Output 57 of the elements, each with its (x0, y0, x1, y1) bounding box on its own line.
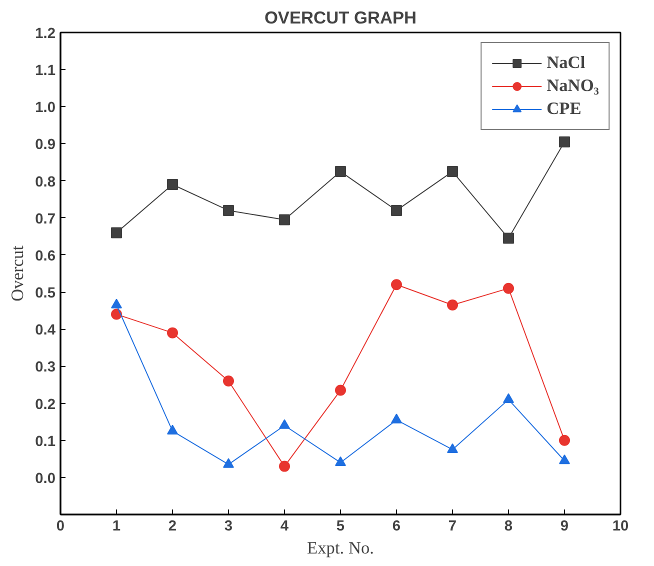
y-tick-label: 0.6 (35, 248, 56, 264)
y-tick-label: 0.1 (35, 434, 56, 450)
x-tick-label: 7 (448, 518, 457, 534)
y-tick-label: 0.3 (35, 360, 56, 376)
x-tick-label: 9 (560, 518, 569, 534)
x-tick-label: 6 (392, 518, 401, 534)
point (335, 166, 346, 178)
point (111, 227, 122, 238)
x-axis-title: Expt. No. (307, 538, 374, 558)
legend-label: CPE (546, 99, 582, 119)
point (391, 204, 402, 216)
y-tick-label: 0.0 (35, 470, 56, 487)
point (503, 232, 514, 244)
point (279, 214, 290, 226)
legend-label: NaCl (546, 53, 586, 73)
y-tick-label: 0.7 (35, 211, 56, 228)
point (167, 327, 178, 338)
y-tick-label: 0.9 (35, 137, 56, 154)
point (391, 279, 402, 290)
point (111, 308, 122, 320)
point (111, 298, 122, 308)
x-tick-label: 0 (56, 518, 65, 534)
y-axis-title: Overcut (8, 245, 28, 302)
point (335, 384, 346, 396)
y-tick-label: 0.8 (35, 174, 56, 190)
x-tick-label: 3 (224, 518, 233, 534)
point (503, 282, 514, 294)
x-tick-label: 5 (336, 518, 345, 534)
legend-label: NaNO₃ (546, 76, 599, 96)
point (279, 419, 290, 429)
x-tick-label: 2 (168, 518, 177, 534)
point (447, 166, 458, 178)
y-tick-label: 1.2 (35, 26, 56, 42)
point (447, 300, 458, 311)
point (391, 414, 402, 424)
point (503, 393, 514, 403)
y-tick-label: 0.5 (35, 286, 56, 302)
x-tick-label: 10 (612, 518, 629, 534)
x-tick-label: 1 (112, 518, 121, 534)
point (223, 458, 234, 468)
x-tick-label: 4 (280, 518, 290, 534)
x-tick-label: 8 (504, 518, 513, 534)
y-tick-label: 0.4 (35, 322, 56, 339)
point (167, 424, 178, 434)
point (559, 434, 570, 446)
point (559, 454, 570, 464)
point (447, 443, 458, 453)
point (335, 456, 346, 466)
chart-title: OVERCUT GRAPH (264, 8, 417, 28)
y-tick-label: 1.0 (35, 100, 56, 116)
y-tick-label: 1.1 (35, 63, 56, 80)
point (223, 204, 234, 216)
point (279, 460, 290, 472)
y-tick-label: 0.2 (35, 396, 56, 413)
point (167, 179, 178, 190)
point (223, 376, 234, 387)
point (559, 136, 570, 148)
